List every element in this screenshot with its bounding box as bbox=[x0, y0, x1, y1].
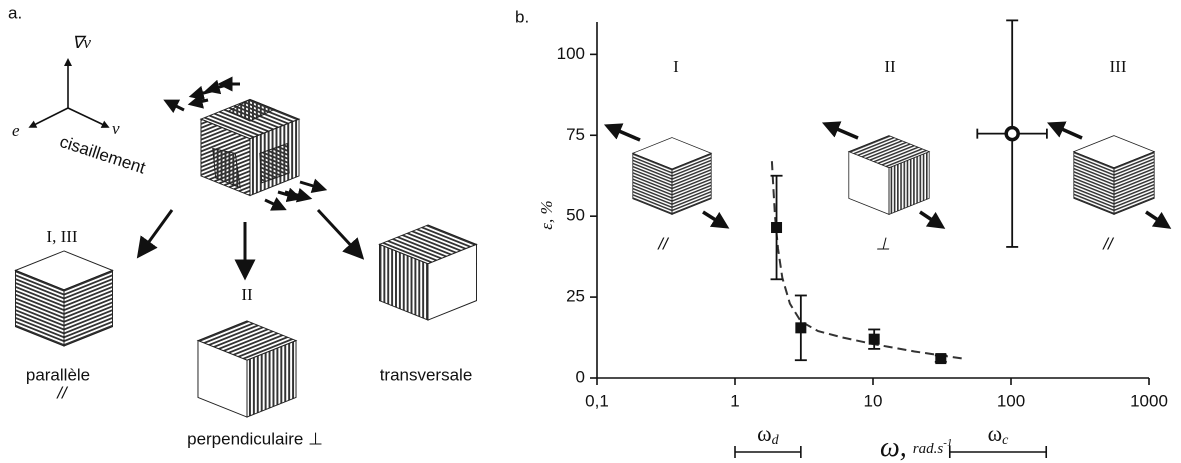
panel-label: b. bbox=[515, 7, 529, 26]
x-tick-label: 100 bbox=[997, 391, 1025, 410]
point bbox=[1004, 125, 1020, 142]
state-name: perpendiculaire ⊥ bbox=[187, 429, 323, 448]
x-tick-label: 0,1 bbox=[585, 391, 609, 410]
cube-perpendicular bbox=[197, 320, 297, 418]
inset-label: // bbox=[657, 234, 670, 253]
cube-parallel bbox=[15, 250, 113, 347]
shear-label: cisaillement bbox=[57, 132, 148, 178]
axes-triad bbox=[28, 58, 110, 128]
inset-cube bbox=[848, 135, 930, 215]
inset-label: ⊥ bbox=[876, 234, 891, 253]
shear-arrows bbox=[136, 76, 365, 281]
range-sub: d bbox=[772, 433, 780, 448]
state-name: transversale bbox=[380, 365, 473, 384]
point bbox=[771, 222, 783, 234]
x-label-exponent: -1 bbox=[943, 437, 952, 449]
regime-label: I, III bbox=[46, 227, 77, 246]
inset-label: // bbox=[1102, 234, 1115, 253]
panel-label: a. bbox=[8, 3, 22, 22]
inset-cube bbox=[632, 137, 712, 215]
range-symbol: ω bbox=[757, 421, 771, 446]
x-tick-label: 1 bbox=[730, 391, 739, 410]
point bbox=[935, 353, 947, 365]
region-label: III bbox=[1110, 57, 1127, 76]
axis-e: e bbox=[12, 121, 20, 140]
fit-curve bbox=[770, 161, 964, 360]
axis-gradient: ∇v bbox=[72, 33, 91, 52]
range-sub: c bbox=[1002, 433, 1009, 448]
inset-arrows bbox=[603, 121, 1172, 229]
x-label-unit: rad.s bbox=[913, 441, 944, 457]
range-label: ωd bbox=[757, 421, 779, 448]
range-symbol: ω bbox=[988, 421, 1002, 446]
y-axis-label: ε, % bbox=[537, 200, 556, 229]
x-tick-label: 1000 bbox=[1130, 391, 1168, 410]
y-tick-label: 75 bbox=[566, 125, 585, 144]
x-label-symbol: ω, bbox=[880, 432, 907, 463]
point bbox=[795, 322, 807, 334]
y-tick-label: 25 bbox=[566, 287, 585, 306]
axis-v: v bbox=[112, 119, 120, 138]
range-label: ωc bbox=[988, 421, 1009, 448]
state-symbol: // bbox=[56, 383, 69, 402]
point bbox=[868, 333, 880, 345]
inset-cube bbox=[1073, 135, 1155, 215]
regime-label: II bbox=[241, 285, 253, 304]
region-label: II bbox=[884, 57, 896, 76]
cube-mixed bbox=[200, 98, 300, 197]
y-tick-label: 50 bbox=[566, 206, 585, 225]
cube-transversal bbox=[379, 224, 477, 321]
state-name: parallèle bbox=[26, 365, 90, 384]
x-tick-label: 10 bbox=[864, 391, 883, 410]
y-tick-label: 0 bbox=[576, 367, 585, 386]
region-label: I bbox=[673, 57, 679, 76]
x-axis-label: ω, rad.s-1 bbox=[880, 432, 952, 463]
y-tick-label: 100 bbox=[557, 44, 585, 63]
